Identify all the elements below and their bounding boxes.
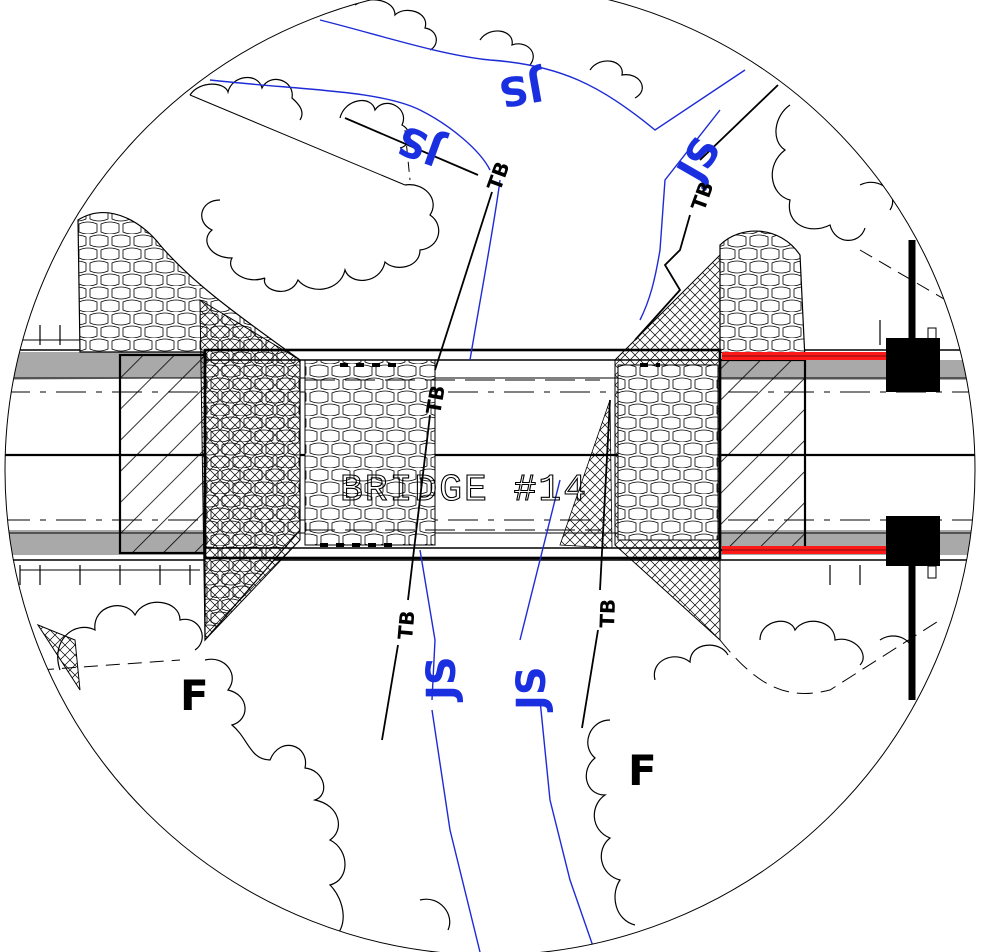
abutment-right <box>718 358 807 552</box>
fence-label-group: F F <box>180 671 657 795</box>
tree-line-top-left <box>189 0 643 292</box>
riprap-center <box>304 359 436 546</box>
stream-lines <box>209 19 746 952</box>
rail-top-right <box>722 240 940 392</box>
riprap-left <box>77 212 301 642</box>
tree-line-top-right <box>771 104 894 241</box>
stream-label: JS <box>495 62 549 115</box>
fence-label: F <box>628 746 657 795</box>
bridge-label: BRIDGE #14 <box>340 469 588 512</box>
riprap-bottom-left-patch <box>36 623 81 691</box>
abutment-left <box>118 353 207 555</box>
rail-bottom-right <box>722 516 940 700</box>
tree-bank-label: TB <box>595 598 620 628</box>
tree-line-bottom-left <box>57 601 451 941</box>
stream-label: JS <box>392 116 452 175</box>
stream-label: JS <box>419 656 465 703</box>
tree-bank-label: TB <box>686 178 718 213</box>
detail-circle-border <box>4 0 976 952</box>
fence-label: F <box>180 671 209 720</box>
tree-bank-label: TB <box>421 383 450 416</box>
bridge-deck <box>203 348 722 560</box>
tree-line-bottom-right <box>585 620 913 926</box>
tree-bank-label: TB <box>393 610 419 641</box>
tree-bank-lines <box>344 84 779 741</box>
stream-label: JS <box>509 666 555 713</box>
